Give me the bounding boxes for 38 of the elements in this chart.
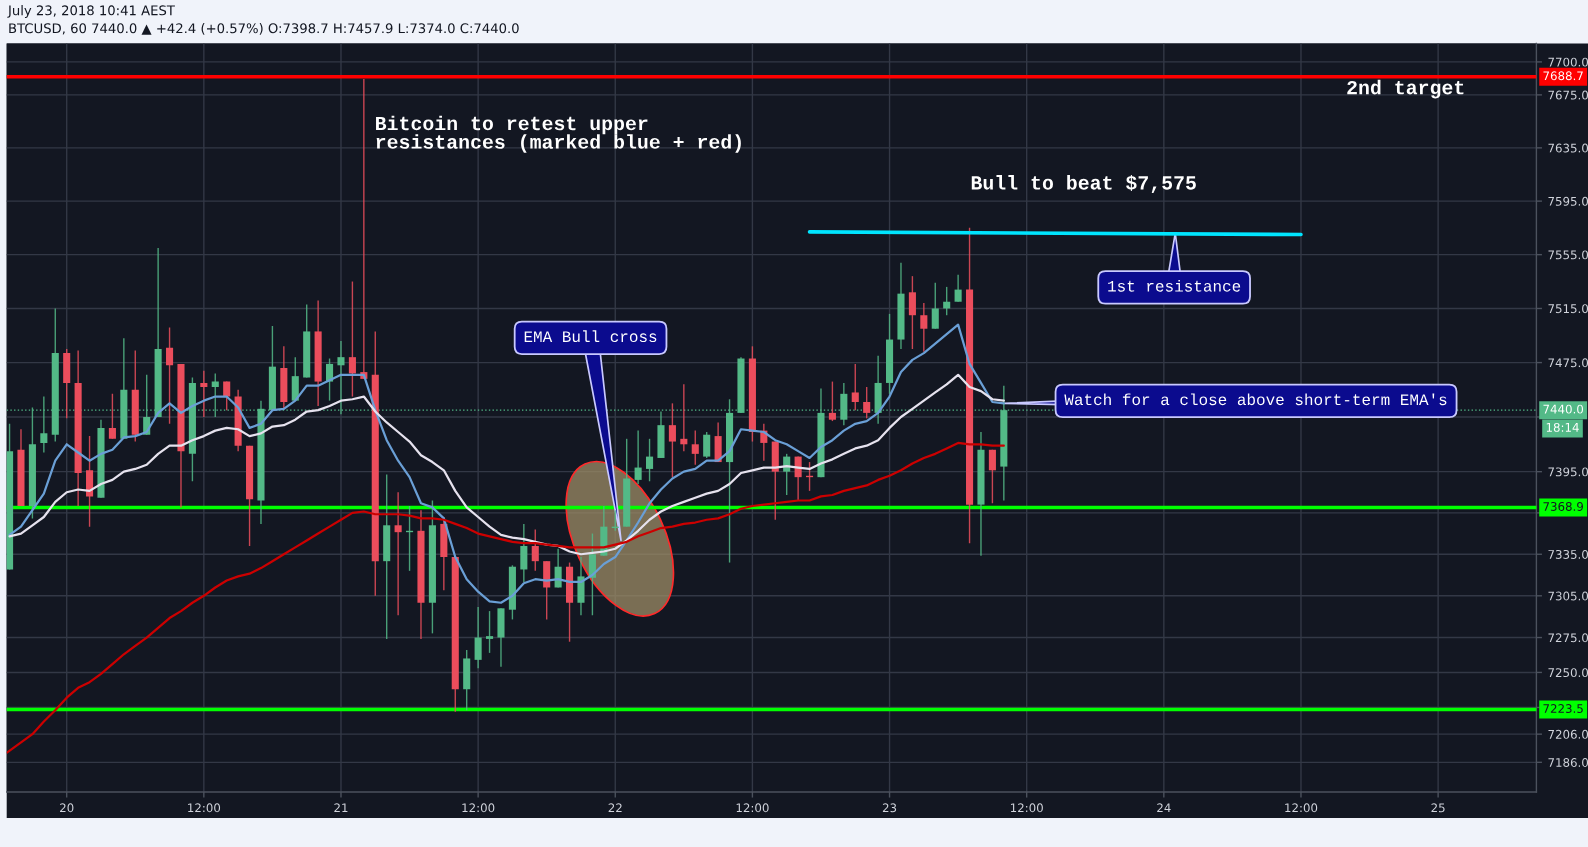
annotation: Bitcoin to retest upper resistances (marked blue + red) <box>376 115 741 153</box>
text: 18:14 <box>1546 422 1579 432</box>
y-tick-label: 7675.0 <box>1548 90 1588 100</box>
x-tick-label: 20 <box>60 803 74 813</box>
annotation: 2nd target <box>1347 79 1464 99</box>
x-tick-label: 12:00 <box>462 803 495 813</box>
y-tick-label: 7275.0 <box>1548 633 1588 643</box>
annotation: 1st resistance <box>1108 279 1241 292</box>
y-tick-label: 7595.0 <box>1548 196 1588 206</box>
y-tick-label: 7555.0 <box>1548 250 1588 260</box>
ref-line-label: 7223.5 <box>1543 704 1583 713</box>
x-tick-label: 21 <box>334 803 348 813</box>
x-tick-label: 25 <box>1431 803 1445 813</box>
x-tick-label: 22 <box>608 803 622 813</box>
x-tick-label: 12:00 <box>1285 803 1318 813</box>
y-tick-label: 7206.0 <box>1548 729 1588 739</box>
annotation: Bull to beat $7,575 <box>971 174 1196 193</box>
annotation: EMA Bull cross <box>524 330 657 343</box>
y-tick-label: 7475.0 <box>1548 358 1588 368</box>
ref-line-label: 7688.7 <box>1543 71 1583 81</box>
y-tick-label: 7515.0 <box>1548 304 1588 314</box>
x-tick-label: 23 <box>882 803 897 813</box>
ref-line-label: 7440.0 <box>1543 404 1584 414</box>
annotation: Watch for a close above short-term EMA's <box>1064 393 1447 406</box>
x-tick-label: 12:00 <box>1010 803 1043 813</box>
y-tick-label: 7305.0 <box>1548 591 1588 601</box>
x-tick-label: 12:00 <box>736 803 769 813</box>
ref-line-label: 7368.9 <box>1543 502 1583 511</box>
chart-title: July 23, 2018 10:41 AEST <box>7 5 175 18</box>
y-tick-label: 7700.0 <box>1548 57 1588 67</box>
x-tick-label: 24 <box>1157 803 1171 813</box>
x-tick-label: 12:00 <box>188 803 221 813</box>
y-tick-label: 7395.0 <box>1548 467 1588 477</box>
y-tick-label: 7186.0 <box>1548 758 1588 767</box>
y-tick-label: 7250.0 <box>1548 668 1588 678</box>
y-tick-label: 7335.0 <box>1548 549 1588 559</box>
chart-subtitle: BTCUSD, 60 7440.0 ▲ +42.4 (+0.57%) O:7398.7 H:7457.9 L:7374.0 C:7440.0 <box>9 23 519 35</box>
y-tick-label: 7635.0 <box>1548 143 1588 153</box>
